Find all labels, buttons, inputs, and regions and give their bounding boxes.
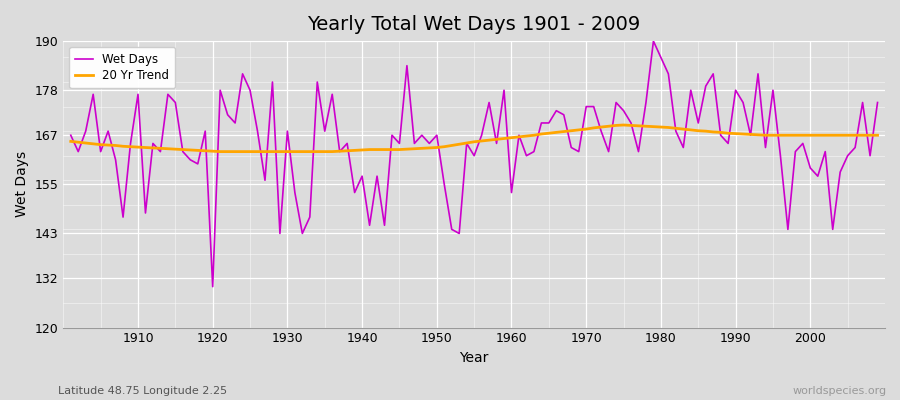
20 Yr Trend xyxy=(618,123,629,128)
Text: worldspecies.org: worldspecies.org xyxy=(792,386,886,396)
20 Yr Trend xyxy=(872,133,883,138)
Line: Wet Days: Wet Days xyxy=(71,41,878,287)
Text: Latitude 48.75 Longitude 2.25: Latitude 48.75 Longitude 2.25 xyxy=(58,386,228,396)
Wet Days xyxy=(648,39,659,44)
Wet Days xyxy=(297,231,308,236)
Wet Days xyxy=(125,141,136,146)
20 Yr Trend xyxy=(66,139,77,144)
20 Yr Trend xyxy=(215,149,226,154)
Wet Days xyxy=(603,149,614,154)
20 Yr Trend xyxy=(342,148,353,153)
20 Yr Trend xyxy=(297,149,308,154)
20 Yr Trend xyxy=(506,135,517,140)
Legend: Wet Days, 20 Yr Trend: Wet Days, 20 Yr Trend xyxy=(69,47,176,88)
Wet Days xyxy=(66,133,77,138)
X-axis label: Year: Year xyxy=(460,351,489,365)
Wet Days xyxy=(342,141,353,146)
Wet Days xyxy=(872,100,883,105)
20 Yr Trend xyxy=(603,124,614,129)
Wet Days xyxy=(207,284,218,289)
Wet Days xyxy=(514,133,525,138)
Wet Days xyxy=(506,190,517,195)
Y-axis label: Wet Days: Wet Days xyxy=(15,151,29,218)
Title: Yearly Total Wet Days 1901 - 2009: Yearly Total Wet Days 1901 - 2009 xyxy=(308,15,641,34)
Line: 20 Yr Trend: 20 Yr Trend xyxy=(71,125,878,152)
20 Yr Trend xyxy=(514,134,525,139)
20 Yr Trend xyxy=(125,144,136,149)
